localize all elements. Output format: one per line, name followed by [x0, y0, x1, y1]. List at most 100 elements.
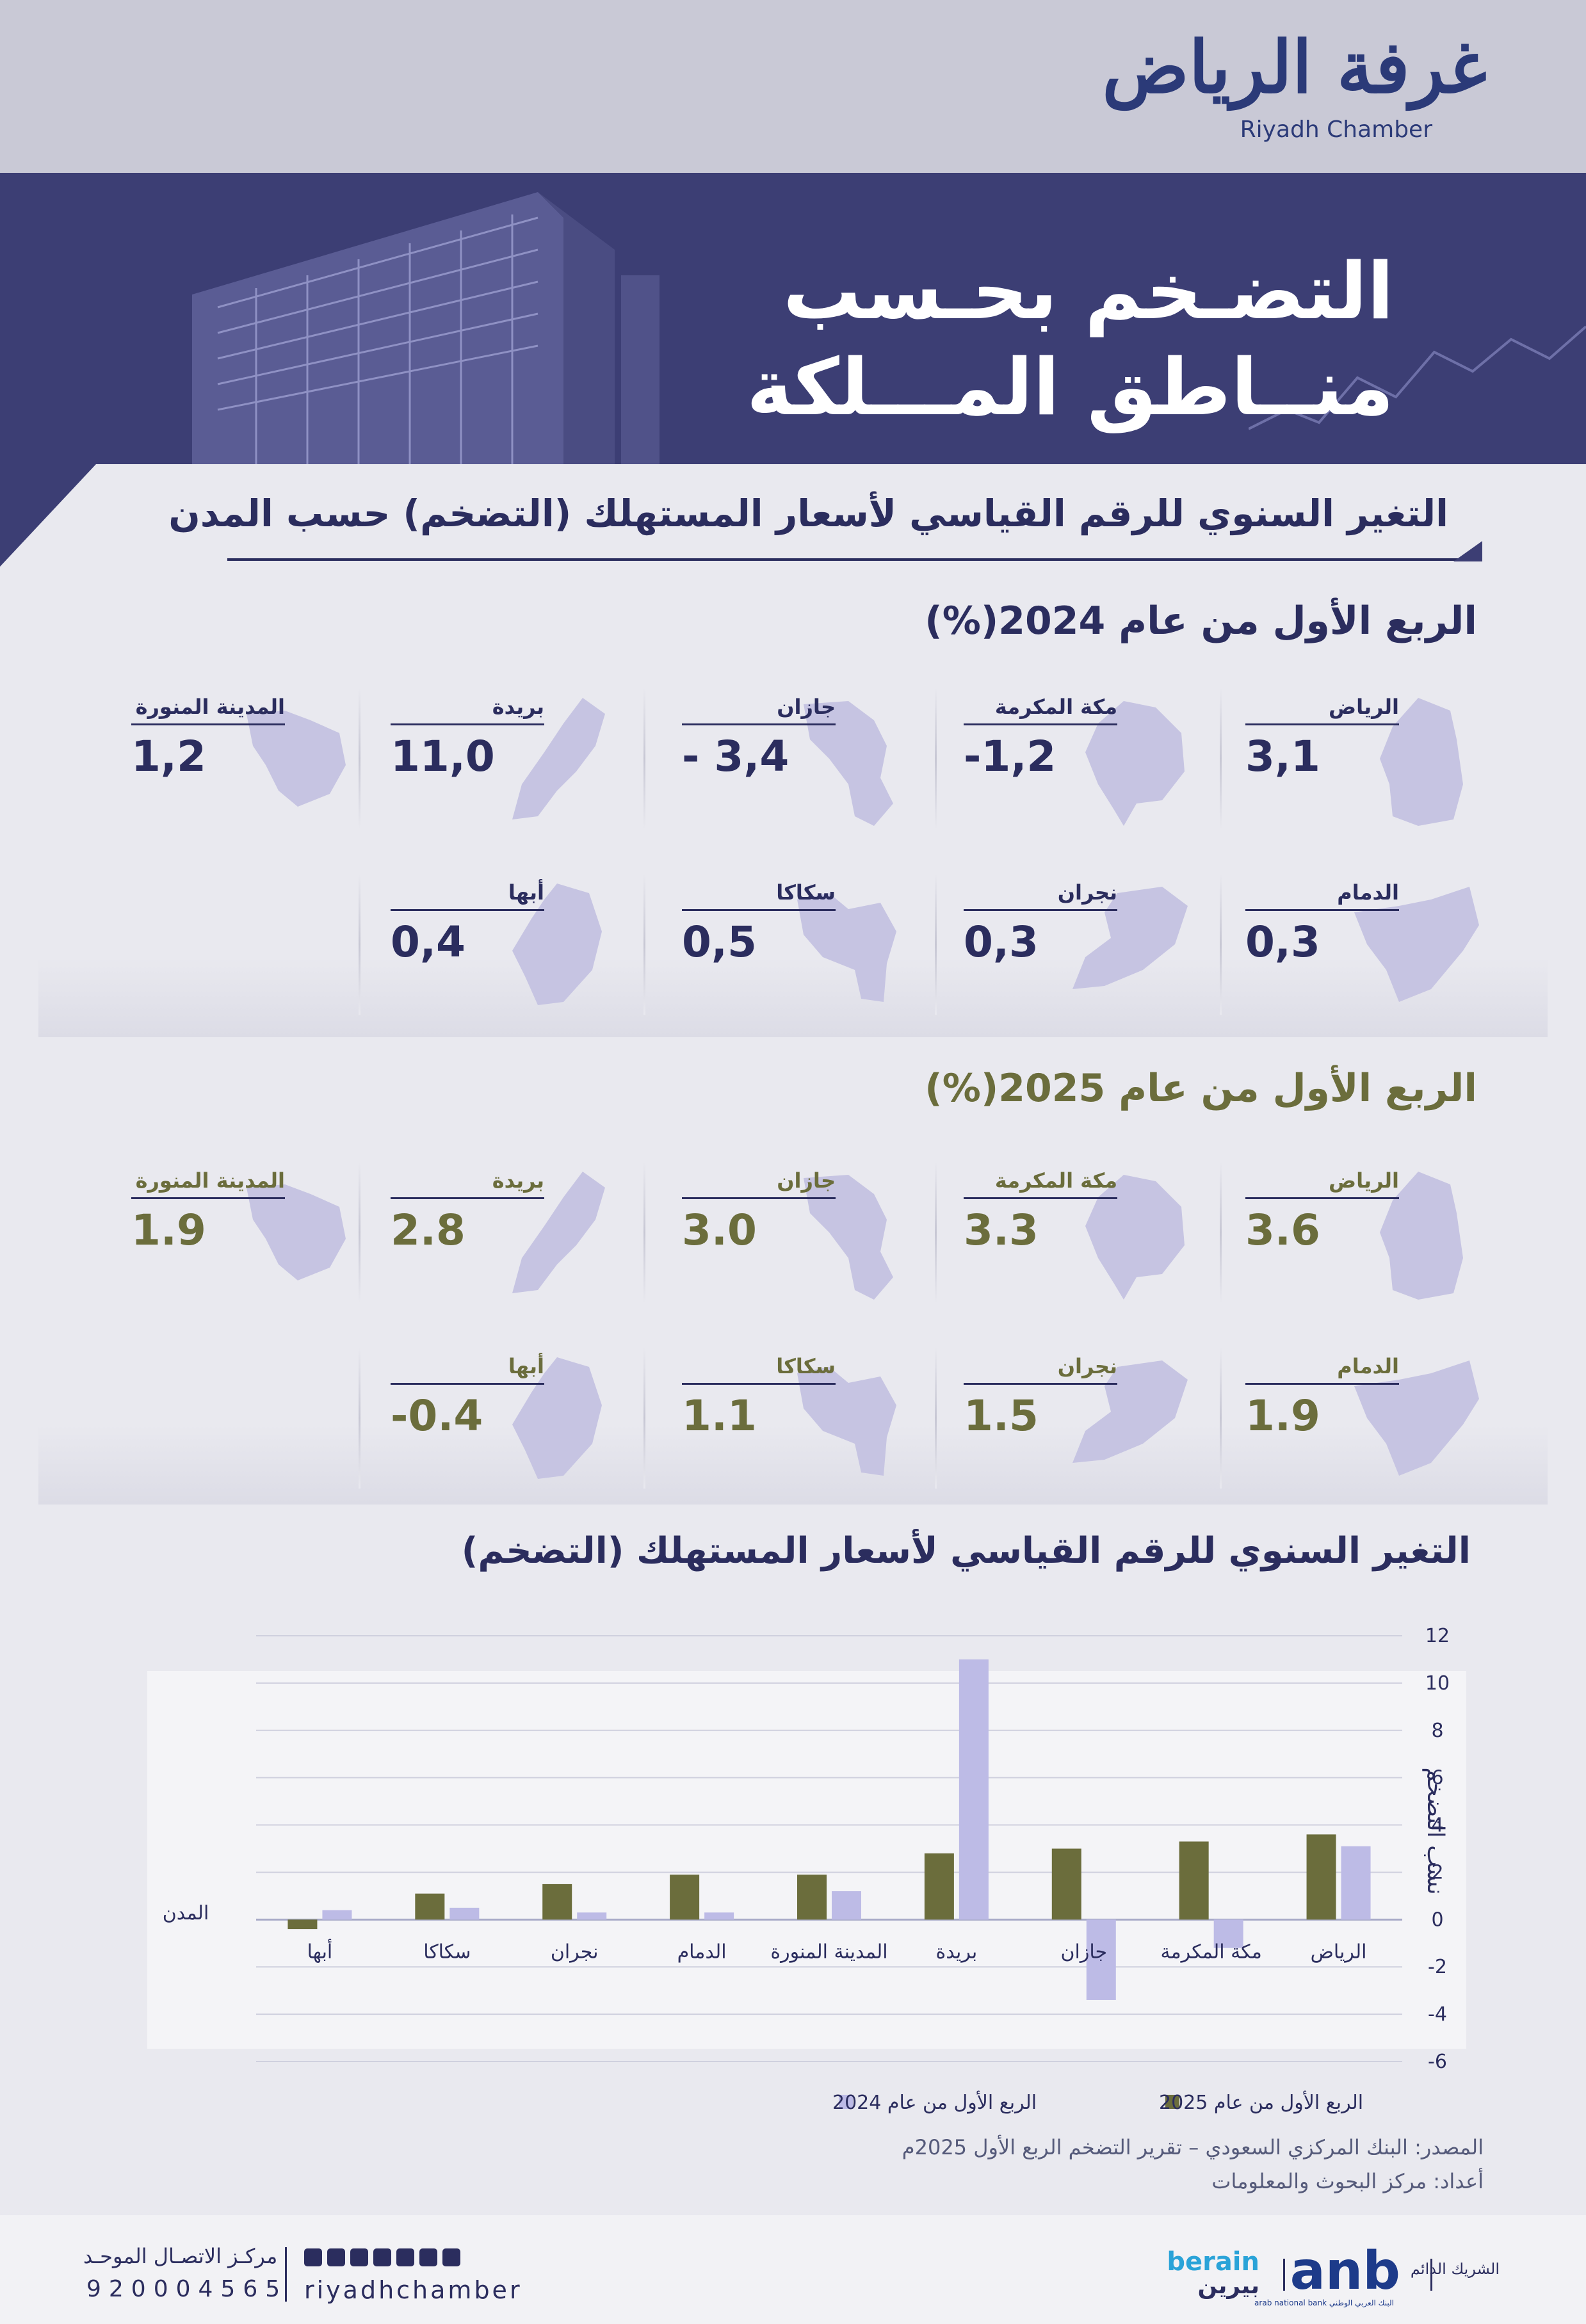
footer-bar-2 [1283, 2259, 1285, 2291]
y-tick-label: 6 [1431, 1767, 1443, 1789]
city-card: الدمام 1.9 [1245, 1341, 1482, 1495]
bar-2024 [832, 1891, 861, 1920]
city-value: 3.6 [1245, 1206, 1320, 1255]
bar-2025 [670, 1875, 700, 1920]
card-divider [1220, 1348, 1222, 1489]
chart-plot-background [147, 1671, 1466, 2049]
riyadh-map-icon [1380, 1172, 1463, 1300]
card-divider [643, 874, 645, 1015]
city-name: بريدة [492, 1168, 544, 1193]
bar-2025 [287, 1919, 318, 1930]
legend-label: الربع الأول من عام 2024 [832, 2090, 1037, 2114]
bar-2024 [1213, 1919, 1243, 1948]
city-card: المدينة المنورة 1.9 [131, 1156, 368, 1309]
x-tick-label: الدمام [677, 1941, 727, 1963]
card-divider [935, 874, 937, 1015]
card-divider [643, 1162, 645, 1303]
card-divider [643, 688, 645, 829]
y-tick-label: 8 [1431, 1720, 1443, 1742]
city-card: المدينة المنورة 1,2 [131, 682, 368, 835]
city-value: -0.4 [391, 1391, 483, 1440]
riyadh-chamber-logo: غرفة الرياض [1102, 26, 1489, 109]
bar-2025 [1306, 1834, 1336, 1920]
city-card: سكاكا 1.1 [682, 1341, 919, 1495]
x-tick-label: سكاكا [423, 1941, 471, 1963]
city-name: جازان [777, 695, 836, 719]
city-underline [682, 909, 836, 911]
card-divider [935, 1348, 937, 1489]
city-underline [131, 1197, 285, 1199]
y-tick-label: 10 [1425, 1672, 1450, 1695]
city-value: - 3,4 [682, 732, 789, 781]
city-value: 3,1 [1245, 732, 1320, 781]
city-underline [682, 1383, 836, 1385]
madinah-map-icon [247, 1184, 346, 1280]
call-center-phone[interactable]: 920004565 [86, 2276, 288, 2302]
y-tick-label: -6 [1428, 2051, 1447, 2073]
y-tick-label: -4 [1428, 2003, 1447, 2026]
city-card: مكة المكرمة 3.3 [964, 1156, 1201, 1309]
city-card: جازان 3.0 [682, 1156, 919, 1309]
card-divider [1220, 688, 1222, 829]
footer [0, 2215, 1586, 2324]
x-icon[interactable] [327, 2248, 345, 2266]
youtube-icon[interactable] [396, 2248, 414, 2266]
y-tick-label: 12 [1425, 1625, 1450, 1647]
x-tick-label: نجران [551, 1941, 599, 1963]
card-divider [359, 874, 360, 1015]
city-card: أبها -0.4 [391, 1341, 627, 1495]
heading-2025: الربع الأول من عام 2025(%) [925, 1066, 1477, 1111]
city-value: 2.8 [391, 1206, 465, 1255]
hero-title-line1: التضـخم بحـسب [782, 246, 1394, 337]
city-name: أبها [508, 1354, 544, 1378]
card-divider [643, 1348, 645, 1489]
city-name: الرياض [1329, 695, 1399, 719]
bar-2024 [704, 1912, 734, 1920]
anb-logo-sub: arab national bank البنك العربي الوطني [1254, 2298, 1394, 2307]
linkedin-icon[interactable] [304, 2248, 322, 2266]
city-value: 1,2 [131, 732, 206, 781]
facebook-icon[interactable] [350, 2248, 368, 2266]
city-card: بريدة 11,0 [391, 682, 627, 835]
city-name: المدينة المنورة [135, 695, 285, 719]
city-underline [964, 909, 1117, 911]
city-underline [964, 1383, 1117, 1385]
inflation-bar-chart: أبها سكاكا نجران الدمام المدينة المنورة بريدة… [147, 1625, 1466, 2114]
snapchat-icon[interactable] [373, 2248, 391, 2266]
riyadh-map-icon [1380, 698, 1463, 826]
city-value: 1.5 [964, 1391, 1039, 1440]
makkah-map-icon [1085, 1175, 1185, 1300]
city-underline [391, 1383, 544, 1385]
panel-2025 [38, 1108, 1548, 1505]
prepared-by-line: أعداد: مركز البحوث والمعلومات [1211, 2169, 1484, 2193]
city-underline [131, 723, 285, 725]
city-name: الدمام [1337, 1354, 1399, 1378]
city-underline [1245, 1383, 1399, 1385]
bar-2025 [1179, 1841, 1209, 1920]
x-tick-label: المدينة المنورة [770, 1941, 887, 1963]
anb-logo: anb [1290, 2241, 1400, 2302]
city-value: 1.1 [682, 1391, 757, 1440]
city-value: 11,0 [391, 732, 495, 781]
call-center-label: مركـز الاتصـال الموحـد [83, 2244, 278, 2268]
chart-xlabel: المدن [163, 1902, 209, 1925]
social-handle[interactable]: riyadhchamber [304, 2276, 522, 2304]
x-tick-label: جازان [1061, 1941, 1108, 1963]
x-tick-label: الرياض [1311, 1941, 1367, 1963]
bar-2024 [1086, 1919, 1116, 2000]
city-card: الرياض 3.6 [1245, 1156, 1482, 1309]
instagram-icon[interactable] [419, 2248, 437, 2266]
city-underline [964, 1197, 1117, 1199]
bar-2024 [449, 1907, 480, 1920]
jazan-map-icon [804, 701, 893, 826]
city-value: 0,5 [682, 917, 757, 967]
card-divider [935, 1162, 937, 1303]
city-value: -1,2 [964, 732, 1056, 781]
city-card: جازان - 3,4 [682, 682, 919, 835]
whatsapp-icon[interactable] [442, 2248, 460, 2266]
city-value: 3.0 [682, 1206, 757, 1255]
city-value: 0,3 [1245, 917, 1320, 967]
sakaka-map-icon [797, 1367, 896, 1476]
city-card: الرياض 3,1 [1245, 682, 1482, 835]
bar-2025 [1051, 1848, 1081, 1920]
